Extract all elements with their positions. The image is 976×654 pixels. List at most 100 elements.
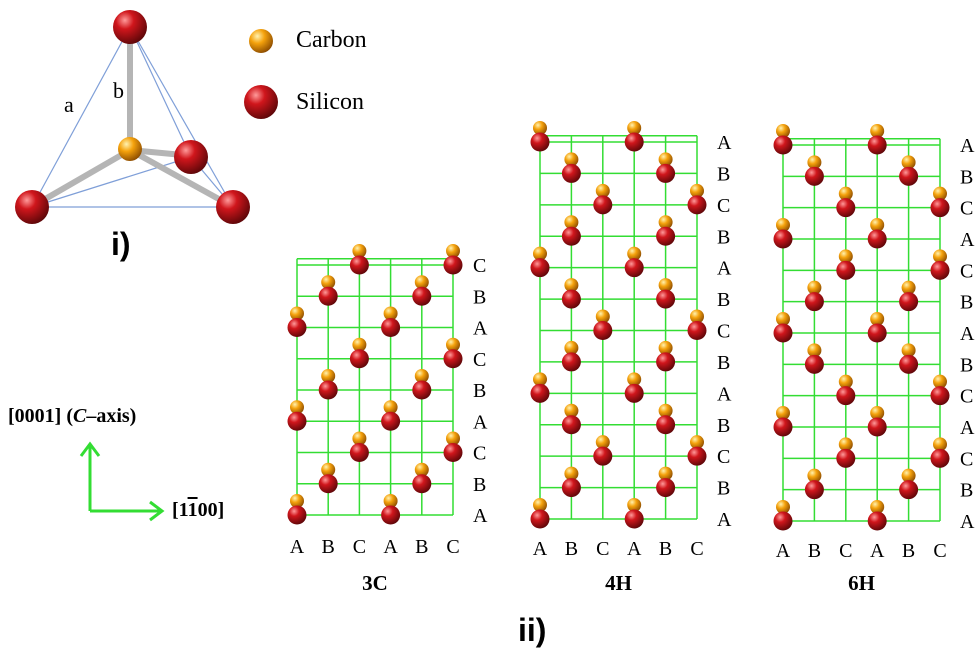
vertical-axis-label: [0001] (C–axis) xyxy=(8,405,136,428)
silicon-atom xyxy=(930,448,950,468)
column-label: B xyxy=(415,536,428,558)
carbon-atom xyxy=(383,306,398,321)
silicon-atom xyxy=(287,505,307,525)
silicon-atom xyxy=(836,386,856,406)
layer-label: C xyxy=(717,195,730,217)
carbon-atom xyxy=(595,309,610,324)
carbon-atom xyxy=(533,121,547,135)
edge-b-label: b xyxy=(113,78,124,103)
column-label: B xyxy=(808,540,821,562)
carbon-atom xyxy=(446,431,460,446)
carbon-atom xyxy=(901,468,916,483)
silicon-atom xyxy=(381,505,401,525)
silicon-atom xyxy=(443,349,463,369)
column-label: B xyxy=(322,536,335,558)
silicon-atom xyxy=(836,198,856,218)
carbon-atom xyxy=(595,183,610,198)
silicon-atom xyxy=(867,511,887,531)
tetra-edge xyxy=(129,26,234,208)
silicon-atom xyxy=(836,448,856,468)
carbon-atom xyxy=(838,374,853,389)
carbon-atom xyxy=(627,372,642,387)
silicon-atom xyxy=(287,411,307,431)
layer-label: B xyxy=(717,289,730,311)
silicon-atom xyxy=(867,229,887,249)
carbon-atom xyxy=(446,337,460,352)
carbon-atom xyxy=(807,343,822,358)
carbon-atom xyxy=(564,278,579,293)
silicon-atom xyxy=(899,166,919,186)
silicon-atom xyxy=(412,380,432,400)
silicon-atom xyxy=(593,446,613,466)
carbon-atom xyxy=(658,278,673,293)
silicon-atom xyxy=(804,292,824,312)
carbon-atom xyxy=(414,369,429,383)
silicon-atom xyxy=(174,140,208,174)
carbon-atom xyxy=(933,186,947,201)
edge-a-label: a xyxy=(64,92,74,117)
silicon-atom xyxy=(349,349,369,369)
column-label: C xyxy=(353,536,366,558)
layer-label: B xyxy=(960,354,973,376)
column-label: C xyxy=(839,540,852,562)
carbon-atom xyxy=(870,218,885,232)
silicon-atom xyxy=(624,132,644,152)
silicon-atom xyxy=(624,383,644,403)
silicon-atom xyxy=(113,10,147,44)
carbon-atom xyxy=(870,406,885,420)
vertical-axis-tail: –axis) xyxy=(86,405,137,427)
carbon-atom xyxy=(658,152,673,167)
layer-label: C xyxy=(960,198,973,220)
silicon-atom xyxy=(412,286,432,306)
legend-silicon-label: Silicon xyxy=(296,89,365,115)
silicon-atom xyxy=(773,417,793,437)
carbon-atom xyxy=(807,468,822,483)
silicon-atom xyxy=(287,318,307,337)
carbon-atom xyxy=(776,500,790,514)
silicon-atom xyxy=(381,318,401,337)
carbon-atom xyxy=(564,152,579,167)
horizontal-axis-text: [1 xyxy=(172,499,188,521)
silicon-atom xyxy=(804,354,824,374)
silicon-atom xyxy=(561,415,581,435)
silicon-atom xyxy=(530,383,550,403)
silicon-atom xyxy=(318,474,338,494)
column-label: B xyxy=(902,540,915,562)
carbon-atom xyxy=(533,246,547,261)
layer-label: B xyxy=(717,415,730,437)
silicon-atom xyxy=(530,258,550,278)
column-label: A xyxy=(870,540,885,562)
silicon-atom xyxy=(899,354,919,374)
column-label: C xyxy=(446,536,459,558)
silicon-atom xyxy=(687,446,707,466)
silicon-atom xyxy=(624,258,644,278)
layer-label: C xyxy=(717,446,730,468)
silicon-atom xyxy=(930,386,950,406)
carbon-atom xyxy=(901,280,916,295)
layer-label: B xyxy=(473,380,486,402)
polytype-name: 3C xyxy=(362,571,388,595)
layer-label: B xyxy=(960,292,973,314)
panel-i-label: i) xyxy=(111,226,131,262)
layer-label: A xyxy=(717,509,732,531)
carbon-atom xyxy=(321,462,336,477)
tetrahedron-bonds xyxy=(37,32,229,206)
carbon-atom xyxy=(901,155,916,170)
silicon-atom xyxy=(349,255,369,275)
silicon-atom xyxy=(656,289,676,309)
lattice-grid xyxy=(782,137,941,522)
layer-label: B xyxy=(717,163,730,185)
carbon-atom xyxy=(564,466,579,481)
lattice-grid xyxy=(539,134,698,520)
carbon-atom xyxy=(564,340,579,355)
column-label: A xyxy=(533,538,548,560)
layer-label: C xyxy=(960,260,973,282)
carbon-atom xyxy=(776,124,790,138)
direction-arrows xyxy=(79,441,165,522)
layer-label: A xyxy=(960,323,975,345)
horizontal-axis-bar: 1 xyxy=(187,499,198,521)
carbon-atom xyxy=(290,494,304,508)
silicon-atom xyxy=(867,417,887,437)
carbon-atom xyxy=(901,343,916,358)
